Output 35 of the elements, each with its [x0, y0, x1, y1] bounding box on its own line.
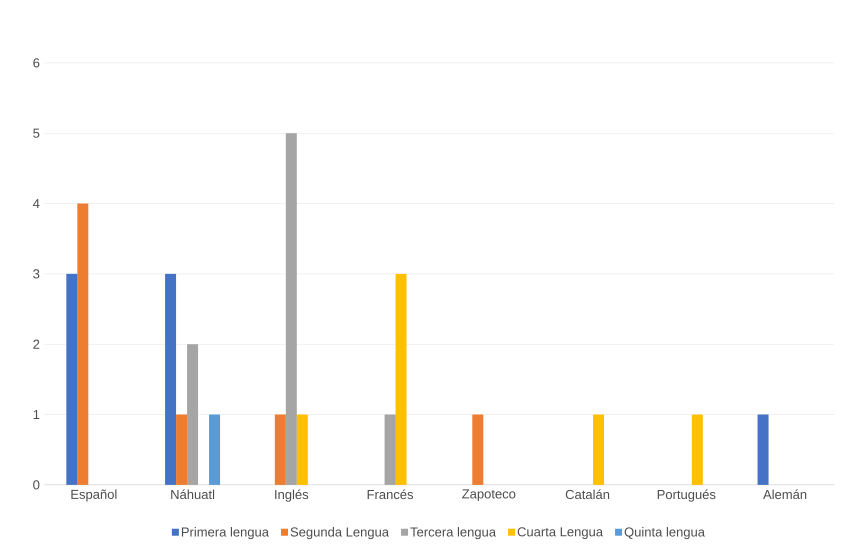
legend-label: Primera lengua — [182, 527, 269, 540]
bar — [692, 414, 703, 485]
legend-label: Cuarta Lengua — [518, 527, 604, 539]
y-tick-label: 5 — [33, 128, 40, 138]
bar — [187, 344, 198, 485]
y-tick-label: 0 — [33, 480, 40, 490]
bar — [286, 133, 297, 485]
y-tick-label: 6 — [33, 58, 40, 68]
x-tick-label: Inglés — [275, 489, 308, 502]
bar — [758, 414, 769, 485]
y-tick-label: 4 — [32, 199, 40, 208]
x-tick-label: Zapoteco — [462, 489, 516, 502]
bar — [472, 414, 484, 485]
x-tick-label: Alemán — [763, 489, 806, 500]
bar — [396, 274, 407, 485]
bar — [384, 414, 396, 485]
bar — [176, 414, 188, 485]
y-tick-label: 3 — [33, 269, 40, 278]
y-tick-label: 2 — [33, 340, 40, 349]
x-tick-label: Español — [71, 489, 116, 502]
x-tick-label: Catalán — [566, 489, 610, 500]
bar — [274, 414, 286, 485]
bar — [77, 204, 88, 485]
legend-label: Quinta lengua — [624, 527, 705, 540]
bar — [66, 274, 78, 485]
y-tick-label: 1 — [34, 410, 40, 420]
bar — [593, 414, 604, 485]
bar — [296, 414, 308, 485]
bar — [209, 414, 220, 485]
x-tick-label: Portugués — [658, 489, 716, 502]
x-tick-label: Náhuatl — [171, 489, 214, 500]
legend-label: Tercera lengua — [410, 527, 496, 540]
legend-label: Segunda Lengua — [290, 527, 390, 540]
x-tick-label: Francés — [368, 489, 414, 500]
bar — [165, 274, 176, 485]
